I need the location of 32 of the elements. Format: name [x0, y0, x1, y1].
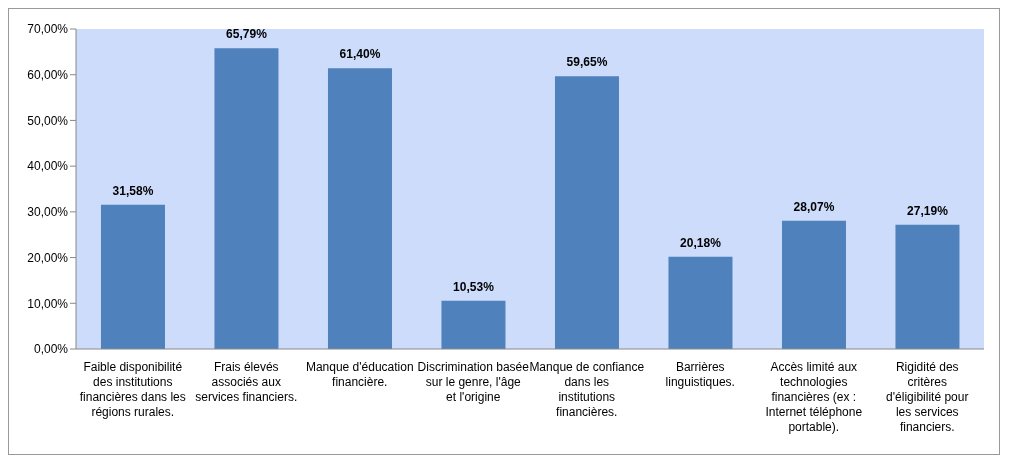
bar	[895, 224, 960, 349]
data-label: 65,79%	[226, 27, 268, 42]
x-tick-label: Manque de confiance dans les institutions financières.	[529, 360, 645, 419]
bar	[554, 76, 619, 349]
data-label: 31,58%	[112, 183, 154, 198]
y-tick-label: 60,00%	[27, 67, 69, 82]
data-label: 20,18%	[680, 235, 722, 250]
bar	[781, 220, 846, 349]
y-tick-label: 20,00%	[27, 250, 69, 265]
x-tick-label: Rigidité des critères d'éligibilité pour les services financiers.	[886, 360, 969, 434]
bar	[214, 48, 279, 349]
data-label: 27,19%	[907, 203, 949, 218]
y-tick-label: 10,00%	[27, 296, 69, 311]
data-label: 61,40%	[339, 47, 381, 62]
data-label: 59,65%	[566, 55, 608, 70]
bar	[668, 256, 733, 349]
bar	[100, 204, 165, 349]
data-label: 10,53%	[453, 279, 495, 294]
x-tick-label: Manque d'éducation financière.	[305, 360, 414, 389]
x-tick-label: Discrimination basée sur le genre, l'âge et l'origine	[417, 360, 530, 404]
x-tick-label: Accès limité aux technologies financières (ex : Internet téléphone portable).	[765, 360, 863, 434]
x-tick-label: Faible disponibilité des institutions financières dans les régions rurales.	[79, 360, 186, 419]
y-tick-label: 40,00%	[27, 159, 69, 174]
y-tick-label: 70,00%	[27, 22, 69, 37]
bar	[327, 68, 392, 349]
bar	[441, 300, 506, 349]
y-tick-label: 50,00%	[27, 113, 69, 128]
y-tick-label: 0,00%	[33, 342, 69, 357]
x-tick-label: Frais élevés associés aux services financiers.	[195, 360, 298, 404]
y-tick-label: 30,00%	[27, 205, 69, 220]
x-tick-label: Barrières linguistiques.	[665, 360, 735, 389]
data-label: 28,07%	[793, 199, 835, 214]
